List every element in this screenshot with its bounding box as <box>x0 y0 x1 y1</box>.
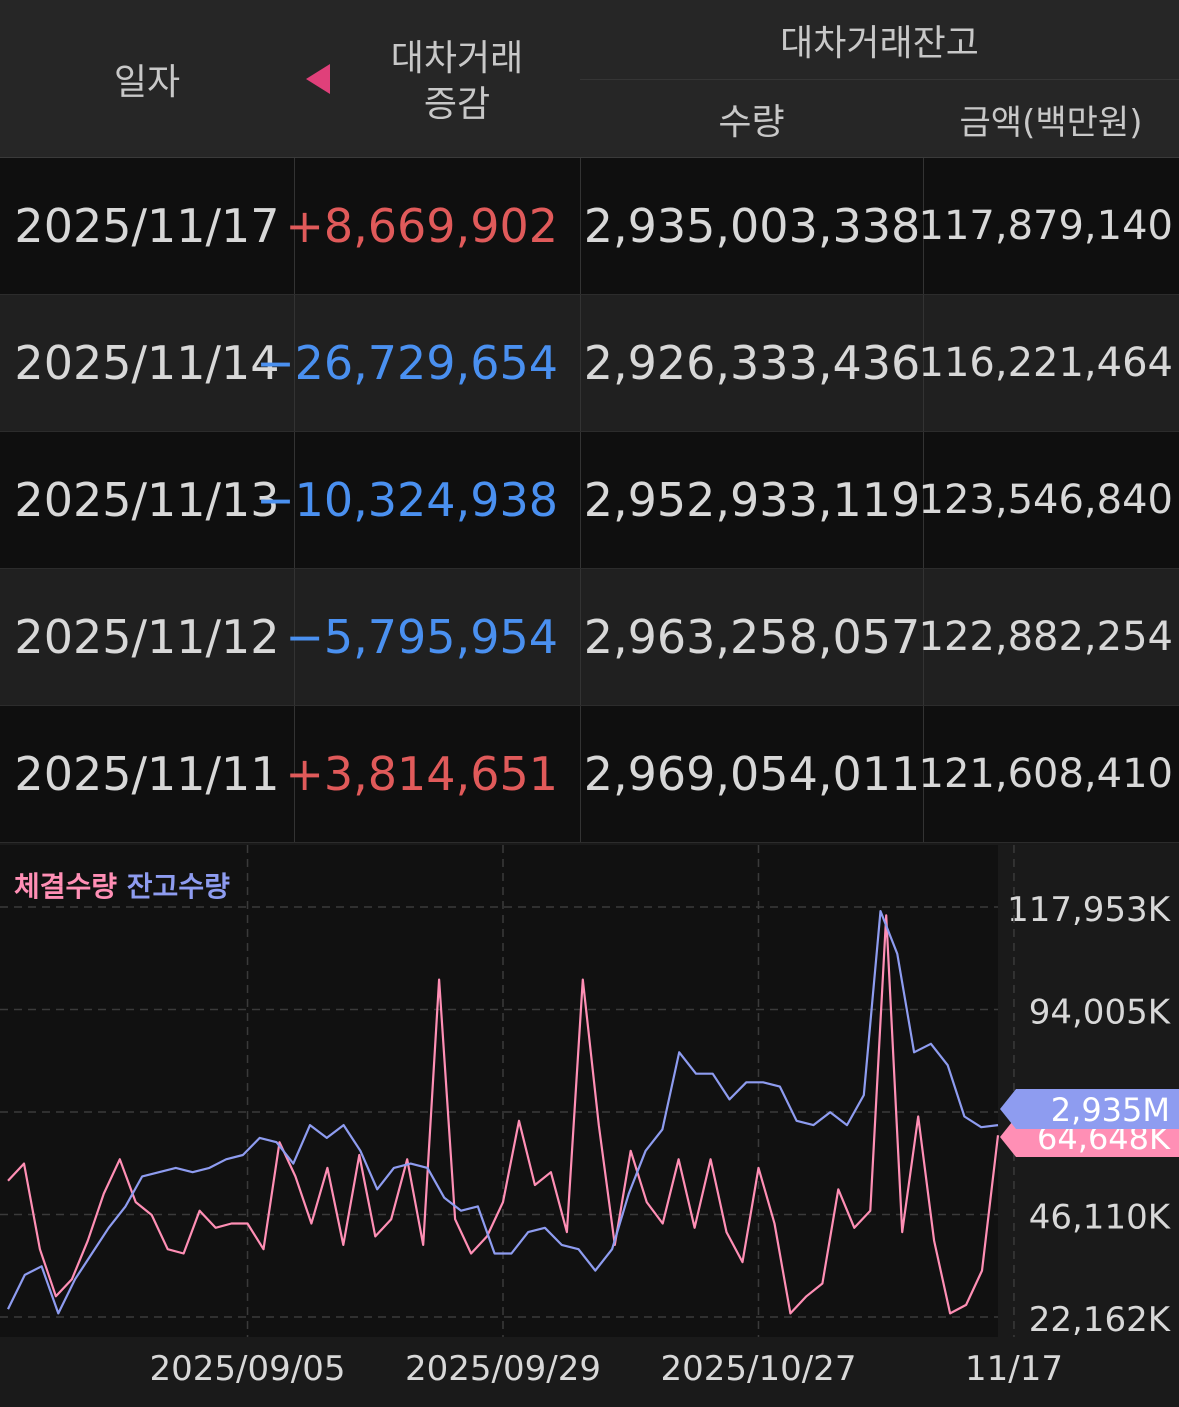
balance-line <box>7 909 999 1315</box>
header-date[interactable]: 일자 <box>113 62 181 103</box>
cell-date: 2025/11/14 <box>14 336 280 390</box>
cell-amount: 121,608,410 <box>919 706 1179 842</box>
svg-text:2,935M: 2,935M <box>1051 1091 1170 1129</box>
x-tick-label: 2025/10/27 <box>660 1349 856 1389</box>
cell-amount: 116,221,464 <box>919 295 1179 431</box>
cell-change: +3,814,651 <box>285 706 580 842</box>
x-tick-label: 2025/09/29 <box>405 1349 601 1389</box>
table-header: 일자 대차거래 증감 대차거래잔고 수량 금액(백만원) <box>0 0 1179 158</box>
header-change[interactable]: 대차거래 증감 <box>294 0 580 158</box>
header-balance: 대차거래잔고 <box>580 0 1179 80</box>
cell-date: 2025/11/13 <box>14 473 280 527</box>
x-tick-label: 11/17 <box>965 1349 1063 1389</box>
legend-balance: 잔고수량 <box>126 870 230 903</box>
table-row[interactable]: 2025/11/12 −5,795,954 2,963,258,057 122,… <box>0 569 1179 706</box>
plot-area <box>0 845 998 1337</box>
cell-amount: 123,546,840 <box>919 432 1179 568</box>
cell-quantity: 2,935,003,338 <box>580 158 923 294</box>
volume-line <box>7 914 1000 1315</box>
y-tick-label: 117,953K <box>1007 890 1172 930</box>
cell-quantity: 2,969,054,011 <box>580 706 923 842</box>
cell-quantity: 2,963,258,057 <box>580 569 923 705</box>
y-tick-label: 94,005K <box>1029 993 1172 1033</box>
header-change-label: 대차거래 증감 <box>334 36 580 128</box>
last-value-tag-balance: 2,935M <box>1000 1089 1179 1129</box>
legend-volume: 체결수량 <box>14 870 118 903</box>
cell-change: −5,795,954 <box>285 569 580 705</box>
cell-date: 2025/11/12 <box>14 610 280 664</box>
y-tick-label: 46,110K <box>1029 1197 1172 1237</box>
x-tick-label: 2025/09/05 <box>150 1349 346 1389</box>
cell-amount: 122,882,254 <box>919 569 1179 705</box>
table-row[interactable]: 2025/11/13 −10,324,938 2,952,933,119 123… <box>0 432 1179 569</box>
header-change-line1: 대차거래 <box>390 38 524 79</box>
table-body: 2025/11/17 +8,669,902 2,935,003,338 117,… <box>0 158 1179 843</box>
table-row[interactable]: 2025/11/11 +3,814,651 2,969,054,011 121,… <box>0 706 1179 843</box>
y-tick-label: 22,162K <box>1029 1300 1172 1340</box>
chart-svg: 117,953K 94,005K 46,110K 22,162K 2025/09/05 2… <box>0 845 1179 1389</box>
cell-quantity: 2,952,933,119 <box>580 432 923 568</box>
cell-change: −26,729,654 <box>256 295 580 431</box>
header-quantity[interactable]: 수량 <box>718 102 785 143</box>
cell-amount: 117,879,140 <box>919 158 1179 294</box>
cell-date: 2025/11/11 <box>14 747 280 801</box>
cell-change: +8,669,902 <box>285 158 580 294</box>
table-row[interactable]: 2025/11/17 +8,669,902 2,935,003,338 117,… <box>0 158 1179 295</box>
header-amount[interactable]: 금액(백만원) <box>959 102 1143 143</box>
cell-change: −10,324,938 <box>256 432 580 568</box>
chart-legend: 체결수량 잔고수량 <box>14 865 230 905</box>
sort-left-triangle-icon[interactable] <box>306 64 330 94</box>
cell-quantity: 2,926,333,436 <box>580 295 923 431</box>
header-change-line2: 증감 <box>423 84 491 125</box>
cell-date: 2025/11/17 <box>14 199 280 253</box>
table-row[interactable]: 2025/11/14 −26,729,654 2,926,333,436 116… <box>0 295 1179 432</box>
trend-chart[interactable]: 117,953K 94,005K 46,110K 22,162K 2025/09/05 2… <box>0 845 1179 1407</box>
